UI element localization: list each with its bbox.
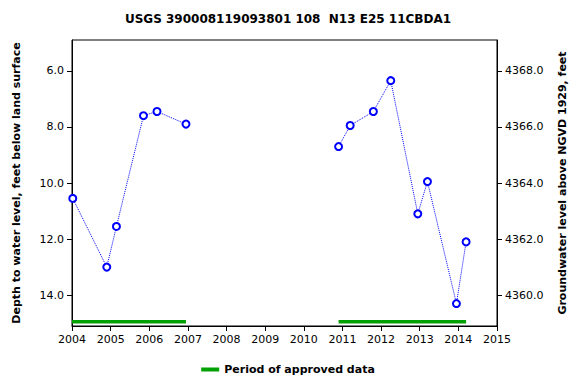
svg-text:Groundwater level above NGVD 1: Groundwater level above NGVD 1929, feet <box>556 51 569 314</box>
svg-text:8.0: 8.0 <box>47 120 65 133</box>
svg-text:USGS 390008119093801 108 N13: USGS 390008119093801 108 N13 E25 11CBDA1 <box>125 12 451 26</box>
svg-text:2010: 2010 <box>290 333 318 346</box>
svg-text:4366.0: 4366.0 <box>505 120 544 133</box>
svg-text:2006: 2006 <box>135 333 163 346</box>
svg-text:2012: 2012 <box>367 333 395 346</box>
svg-text:2013: 2013 <box>406 333 434 346</box>
svg-text:2015: 2015 <box>483 333 511 346</box>
svg-text:2009: 2009 <box>251 333 279 346</box>
svg-text:2008: 2008 <box>213 333 241 346</box>
svg-text:6.0: 6.0 <box>47 64 65 77</box>
svg-text:Period of approved data: Period of approved data <box>224 363 375 376</box>
svg-text:Depth to water level, feet bel: Depth to water level, feet below land su… <box>10 42 23 323</box>
svg-text:4362.0: 4362.0 <box>505 233 544 246</box>
svg-text:4360.0: 4360.0 <box>505 289 544 302</box>
svg-text:4364.0: 4364.0 <box>505 177 544 190</box>
svg-text:10.0: 10.0 <box>40 177 65 190</box>
svg-text:14.0: 14.0 <box>40 289 65 302</box>
svg-text:2014: 2014 <box>444 333 472 346</box>
svg-text:2007: 2007 <box>174 333 202 346</box>
svg-text:4368.0: 4368.0 <box>505 64 544 77</box>
svg-text:2004: 2004 <box>58 333 86 346</box>
svg-text:12.0: 12.0 <box>40 233 65 246</box>
svg-text:2005: 2005 <box>97 333 125 346</box>
svg-text:2011: 2011 <box>328 333 356 346</box>
